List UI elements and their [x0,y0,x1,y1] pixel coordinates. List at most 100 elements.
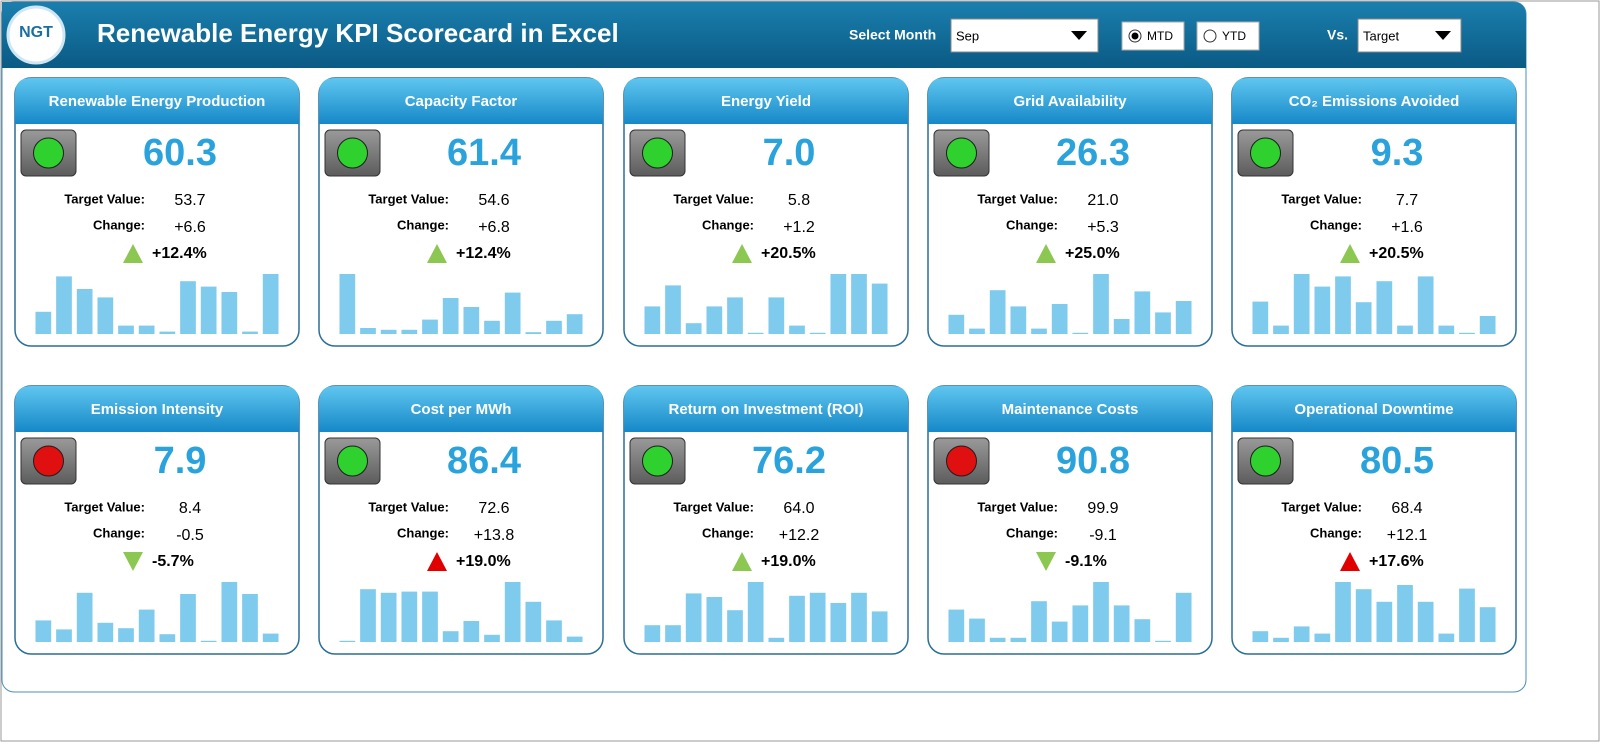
trend-bar [768,297,785,334]
logo [6,5,66,65]
trend-bar [262,633,279,642]
trend-arrow [1036,552,1056,571]
month-dropdown[interactable] [950,18,1099,53]
card-title: Capacity Factor [405,93,518,110]
kpi-value: 26.3 [1056,132,1130,174]
change-value: +1.6 [1391,219,1423,236]
change-label: Change: [397,525,449,540]
radio-dot [1131,32,1139,40]
change-value: +12.2 [779,527,820,544]
trend-bar [871,283,888,334]
trend-bar [1293,274,1310,334]
trend-bar [768,637,785,642]
radio-button[interactable] [1203,29,1217,43]
trend-bar [1314,286,1331,334]
trend-arrow [427,244,447,263]
target-value: 99.9 [1087,500,1118,517]
trend-bar [401,591,418,642]
kpi-value: 9.3 [1371,132,1424,174]
trend-bar [685,323,702,334]
trend-bar [1010,637,1027,642]
trend-bar [159,634,176,642]
trend-bar [685,593,702,642]
trend-bar [789,595,805,642]
trend-bar [1134,291,1151,334]
kpi-card: Renewable Energy Production 60.3 Target Va… [14,77,300,347]
change-value: -0.5 [176,527,204,544]
trend-bar [180,594,196,642]
trend-bar [1459,332,1475,334]
card-title: Operational Downtime [1294,401,1453,418]
trend-bar [665,625,681,642]
target-value: 5.8 [788,192,810,209]
trend-bar [380,329,397,334]
target-label: Target Value: [1281,499,1362,514]
trend-arrow [732,244,752,263]
trend-bar [442,298,459,334]
trend-bar [665,285,681,334]
trend-bar [809,332,826,334]
card-header [928,386,1212,432]
trend-bar [1376,601,1393,642]
trend-bar [1459,588,1475,642]
change-label: Change: [702,217,754,232]
kpi-value: 7.9 [154,440,207,482]
target-label: Target Value: [368,499,449,514]
trend-bar [200,286,217,334]
card-header [928,78,1212,124]
target-label: Target Value: [977,191,1058,206]
trend-arrow [123,244,143,263]
trend-bar [989,637,1006,642]
change-percent: +20.5% [761,245,816,262]
trend-bar [566,636,583,642]
status-light [642,445,673,477]
card-header [15,386,299,432]
target-label: Target Value: [673,191,754,206]
kpi-card: Grid Availability 26.3 Target Value: 21.0 Ch… [927,77,1213,347]
vs-value: Target [1363,28,1400,43]
change-value: +1.2 [783,219,815,236]
target-label: Target Value: [1281,191,1362,206]
target-value: 64.0 [783,500,814,517]
trend-arrow [123,552,143,571]
change-percent: -9.1% [1065,553,1107,570]
trend-bar [1273,325,1289,334]
change-percent: +19.0% [456,553,511,570]
target-value: 21.0 [1087,192,1118,209]
header-bar [2,2,1526,68]
trend-bar [1175,592,1192,642]
trend-bar [138,609,155,642]
target-value: 72.6 [478,500,509,517]
trend-bar [118,628,134,642]
status-light [946,137,977,169]
trend-bar [1479,607,1496,642]
card-header [1232,386,1516,432]
trend-bar [1293,626,1310,642]
trend-bar [380,592,397,642]
card-header [624,386,908,432]
trend-bar [484,634,500,642]
kpi-card: Emission Intensity 7.9 Target Value: 8.4 Cha… [14,385,300,655]
vs-label: Vs. [1327,27,1348,43]
trend-bar [1252,631,1269,642]
ytd-option[interactable] [1196,21,1260,51]
trend-arrow [1340,552,1360,571]
change-percent: +25.0% [1065,245,1120,262]
card-header [319,78,603,124]
trend-bar [1010,306,1027,334]
trend-bar [1031,328,1047,334]
change-percent: +17.6% [1369,553,1424,570]
trend-bar [644,625,661,642]
kpi-card: Capacity Factor 61.4 Target Value: 54.6 Chan… [318,77,604,347]
change-percent: -5.7% [152,553,194,570]
target-value: 68.4 [1391,500,1422,517]
card-title: CO₂ Emissions Avoided [1289,93,1460,110]
trend-bar [1093,582,1109,642]
trend-arrow [427,552,447,571]
trend-bar [1355,302,1372,334]
target-label: Target Value: [977,499,1058,514]
change-label: Change: [1310,525,1362,540]
trend-bar [969,328,985,334]
trend-bar [442,631,459,642]
trend-bar [401,329,418,334]
